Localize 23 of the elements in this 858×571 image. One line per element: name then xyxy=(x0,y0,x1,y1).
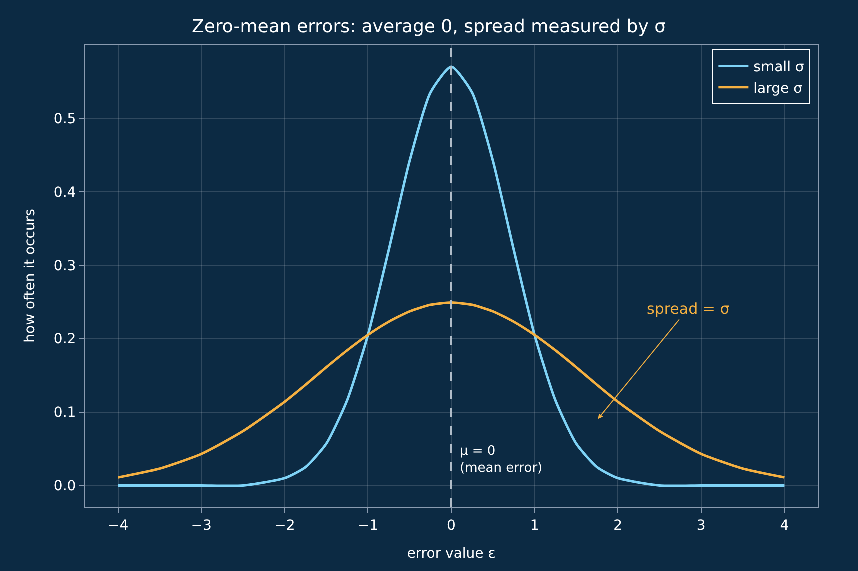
x-tick-label: −2 xyxy=(274,518,296,534)
y-tick-label: 0.4 xyxy=(54,184,76,201)
legend-label: small σ xyxy=(754,60,804,76)
x-tick-label: 2 xyxy=(614,518,623,534)
x-tick-label: 1 xyxy=(530,518,540,534)
x-tick-label: −1 xyxy=(358,518,379,534)
y-tick-label: 0.1 xyxy=(54,405,76,422)
y-tick-label: 0.3 xyxy=(54,258,76,274)
line-series xyxy=(117,302,786,479)
x-axis-title: error value ε xyxy=(407,546,496,562)
y-tick-label: 0.0 xyxy=(54,478,76,495)
x-tick-label: 3 xyxy=(696,518,706,534)
chart-title: Zero-mean errors: average 0, spread measured by σ xyxy=(192,16,666,38)
x-tick-label: 4 xyxy=(780,518,790,534)
annotation: spread = σ xyxy=(647,300,730,318)
legend-label: large σ xyxy=(754,80,803,97)
ref-line-label: μ = 0 (mean error) xyxy=(460,444,543,476)
x-tick-label: −4 xyxy=(108,518,129,534)
y-axis-title: how often it occurs xyxy=(22,209,39,343)
y-tick-label: 0.2 xyxy=(54,332,76,348)
x-tick-label: −3 xyxy=(191,518,212,534)
x-tick-label: 0 xyxy=(447,518,456,534)
y-tick-label: 0.5 xyxy=(54,111,76,128)
